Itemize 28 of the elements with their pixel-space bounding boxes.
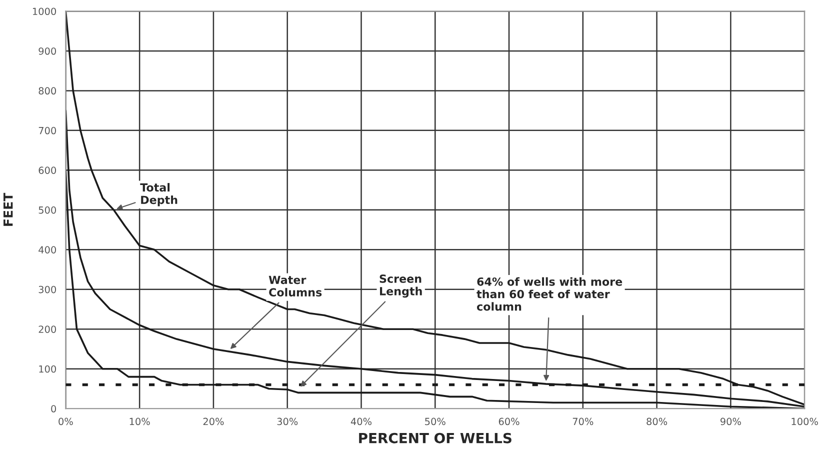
x-tick-label: 80%	[646, 418, 668, 426]
y-tick-label: 900	[38, 47, 56, 55]
x-tick-label: 40%	[350, 418, 372, 426]
y-tick-label: 0	[51, 405, 56, 412]
y-tick-label: 600	[38, 166, 56, 174]
y-axis-title: FEET	[4, 192, 13, 226]
y-tick-label: 1000	[32, 8, 56, 16]
annotation: Water Columns	[268, 276, 322, 297]
x-tick-label: 20%	[203, 418, 224, 426]
annotation: Total Depth	[140, 183, 178, 206]
annotation: Screen Length	[380, 274, 422, 298]
x-tick-label: 30%	[277, 418, 298, 426]
x-tick-label: 100%	[792, 418, 818, 426]
x-axis-title: PERCENT OF WELLS	[359, 432, 512, 444]
y-tick-label: 500	[38, 206, 56, 214]
x-tick-label: 90%	[720, 418, 741, 426]
y-tick-label: 400	[38, 246, 56, 254]
annotation: 64% of wells with more than 60 feet of water column	[476, 277, 622, 311]
x-tick-label: 10%	[130, 418, 150, 426]
x-tick-label: 70%	[572, 418, 594, 426]
y-tick-label: 100	[39, 365, 56, 373]
x-tick-label: 60%	[498, 418, 520, 426]
y-tick-label: 800	[38, 87, 56, 95]
y-tick-label: 700	[38, 126, 56, 134]
x-tick-label: 0%	[58, 418, 73, 426]
y-tick-label: 200	[38, 326, 56, 333]
x-tick-label: 50%	[425, 418, 446, 426]
y-tick-label: 300	[38, 286, 56, 294]
